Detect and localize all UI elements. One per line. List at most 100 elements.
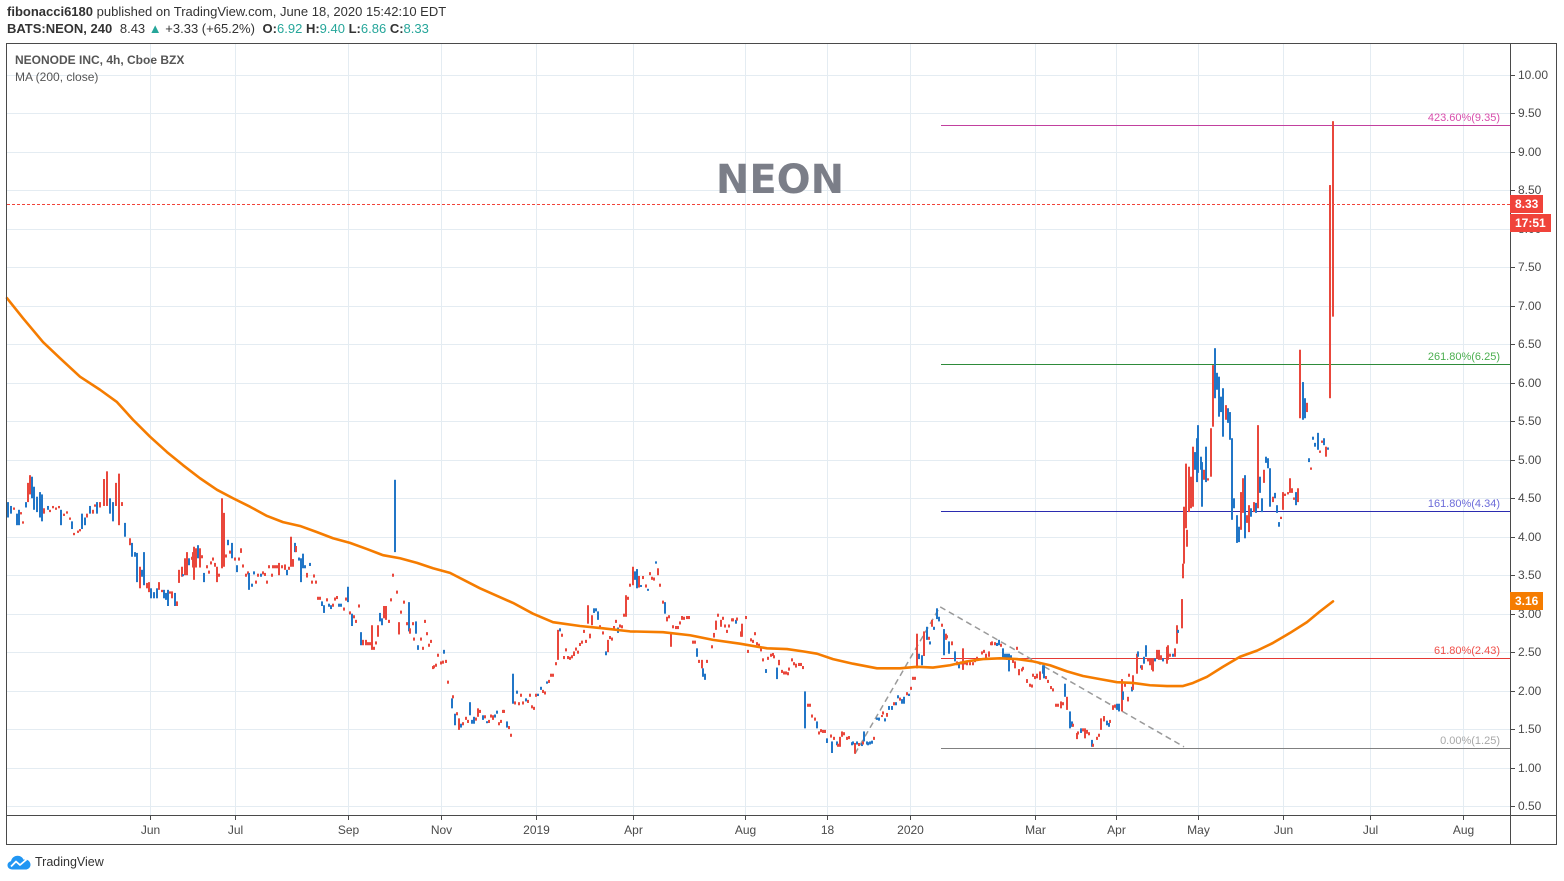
price-bar	[706, 659, 708, 663]
price-bar	[897, 695, 899, 699]
price-bar	[458, 718, 460, 730]
price-bar	[437, 653, 439, 657]
price-bar	[510, 733, 512, 737]
price-bar	[747, 649, 749, 653]
price-bar	[778, 659, 780, 666]
price-bar	[559, 628, 561, 632]
price-bar	[227, 539, 229, 546]
price-bar	[969, 662, 971, 666]
price-bar	[1032, 673, 1034, 677]
price-bar	[99, 502, 101, 508]
high-value: 9.40	[319, 21, 345, 36]
price-bar	[1250, 508, 1252, 517]
price-bar	[664, 602, 666, 614]
price-bar	[552, 673, 554, 677]
price-bar	[575, 647, 577, 651]
price-bar	[579, 642, 581, 647]
price-axis-label: 9.00	[1518, 145, 1542, 159]
price-bar	[92, 509, 94, 514]
price-bar	[121, 502, 123, 506]
price-bar	[518, 702, 520, 706]
price-bar	[1052, 688, 1054, 692]
price-bar	[288, 566, 290, 570]
price-bar	[1091, 739, 1093, 747]
symbol-label: BATS:NEON, 240	[7, 21, 113, 36]
price-bar	[1207, 478, 1209, 481]
price-bar	[758, 643, 760, 647]
price-bar	[814, 717, 816, 721]
chart-border	[6, 43, 1557, 845]
price-bar	[809, 703, 811, 707]
tradingview-footer[interactable]: TradingView	[7, 853, 104, 871]
price-bar	[1008, 653, 1010, 672]
price-bar	[445, 659, 447, 663]
price-bar	[383, 605, 385, 619]
price-bar	[398, 622, 400, 635]
price-bar	[848, 736, 850, 740]
price-bar	[670, 633, 672, 647]
price-bar	[1284, 493, 1286, 496]
legend-symbol-title[interactable]: NEONODE INC, 4h, Cboe BZX	[15, 53, 185, 67]
price-bar	[264, 572, 266, 576]
price-bar	[958, 663, 960, 669]
price-bar	[948, 641, 950, 654]
price-bar	[1261, 498, 1263, 513]
price-bar	[319, 596, 321, 600]
price-bar	[300, 558, 302, 583]
publisher-link[interactable]: fibonacci6180	[7, 4, 93, 19]
price-bar	[385, 605, 387, 620]
price-bar	[362, 639, 364, 646]
price-bar	[824, 729, 826, 733]
price-bar	[271, 573, 273, 577]
price-bar	[1143, 656, 1145, 664]
price-bar	[677, 626, 679, 630]
price-bar	[369, 642, 371, 646]
price-bar	[365, 639, 367, 646]
price-bar	[1302, 382, 1304, 420]
price-bar	[529, 693, 531, 697]
price-bar	[615, 619, 617, 623]
price-bar	[371, 625, 373, 650]
price-bar	[506, 721, 508, 728]
price-bar	[1310, 467, 1312, 470]
price-bar	[836, 741, 838, 746]
price-bar	[1077, 731, 1079, 735]
price-bar	[451, 698, 453, 709]
price-bar	[251, 583, 253, 587]
price-bar	[158, 582, 160, 590]
price-bar	[991, 641, 993, 646]
symbol-quote-line: BATS:NEON, 240 8.43 ▲ +3.33 (+65.2%) O:6…	[7, 21, 429, 37]
price-bar	[377, 625, 379, 637]
time-axis-label: 2019	[523, 823, 550, 837]
price-bar	[1327, 447, 1329, 450]
price-bar	[178, 569, 180, 583]
price-bar	[1034, 676, 1036, 680]
price-axis-label: 5.00	[1518, 453, 1542, 467]
price-bar	[1304, 398, 1306, 419]
price-axis[interactable]	[1511, 44, 1556, 815]
time-axis-label: Jun	[1273, 823, 1294, 837]
price-bar	[473, 716, 475, 724]
price-bar	[1098, 733, 1100, 737]
price-bar	[498, 722, 500, 726]
price-bar	[914, 676, 916, 680]
legend-indicator-ma[interactable]: MA (200, close)	[15, 70, 99, 84]
price-bar	[1106, 720, 1108, 726]
price-bar	[632, 566, 634, 586]
fib-level-label: 261.80%(6.25)	[1427, 350, 1500, 363]
price-bar	[1238, 526, 1240, 543]
price-bar	[657, 568, 659, 576]
price-bar	[611, 637, 613, 641]
price-axis-label: 6.00	[1518, 376, 1542, 390]
price-bar	[1210, 428, 1212, 477]
price-bar	[843, 732, 845, 736]
price-bar	[31, 476, 33, 499]
price-bar	[711, 645, 713, 649]
price-bar	[994, 642, 996, 646]
price-bar	[954, 651, 956, 662]
publish-info: fibonacci6180 published on TradingView.c…	[7, 4, 446, 20]
price-bar	[638, 575, 640, 588]
price-bar	[1137, 651, 1139, 657]
price-bar	[1036, 673, 1038, 679]
price-bar	[996, 642, 998, 647]
